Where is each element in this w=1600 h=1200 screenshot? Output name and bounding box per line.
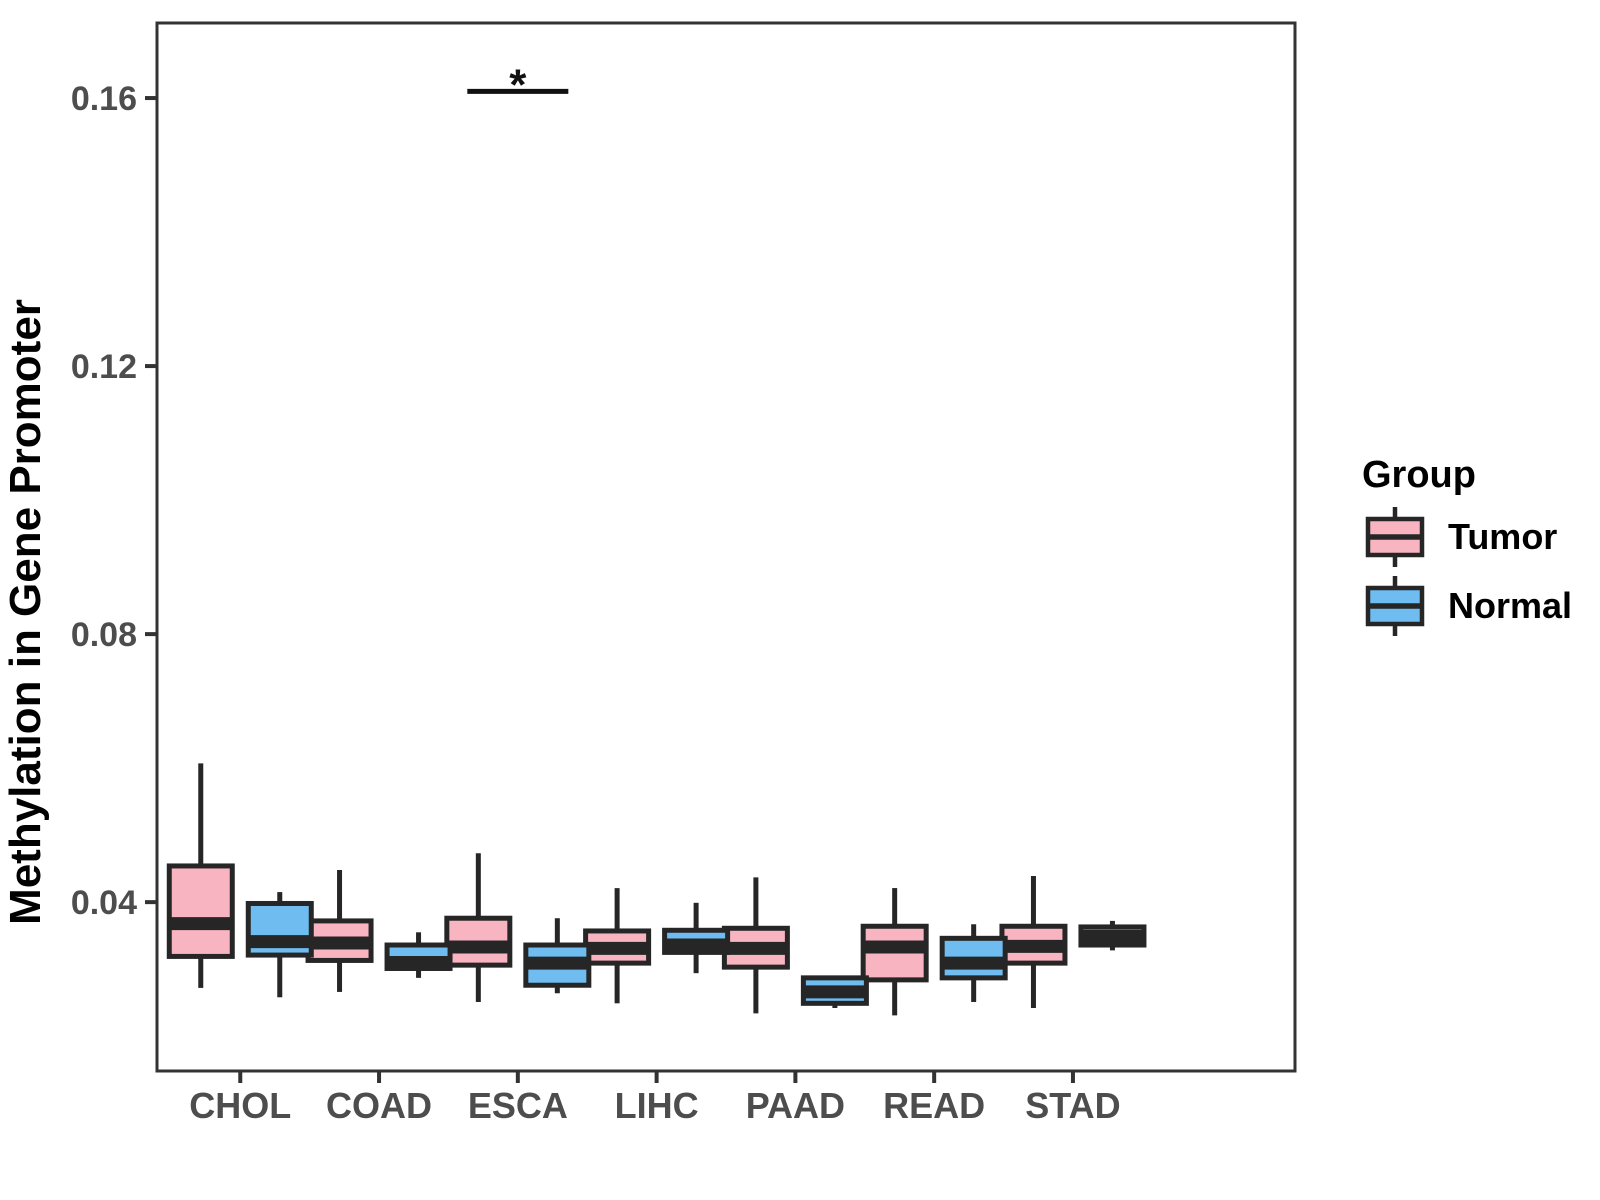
y-tick-label: 0.04 — [71, 884, 137, 922]
legend: Group Tumor Normal — [1362, 454, 1572, 636]
boxplot-stad-normal — [1078, 920, 1147, 951]
boxplot-coad-tumor — [305, 869, 374, 992]
boxplot-paad-tumor — [721, 877, 790, 1014]
legend-item-tumor: Tumor — [1365, 507, 1557, 567]
x-tick-label-stad: STAD — [1025, 1085, 1120, 1126]
boxplot-paad-normal — [800, 975, 869, 1009]
x-tick-label-chol: CHOL — [189, 1085, 291, 1126]
tumor-boxplot-glyph — [1365, 507, 1425, 567]
x-tick-label-read: READ — [883, 1085, 985, 1126]
y-tick-label: 0.12 — [71, 348, 137, 386]
x-tick-label-coad: COAD — [326, 1085, 432, 1126]
boxplot-esca-tumor — [444, 853, 513, 1002]
y-tick-label: 0.16 — [71, 80, 137, 118]
y-axis-title: Methylation in Gene Promoter — [1, 299, 50, 925]
boxplot-esca-normal — [523, 918, 592, 994]
legend-label-tumor: Tumor — [1448, 516, 1557, 557]
x-tick-label-paad: PAAD — [746, 1085, 845, 1126]
boxplot-read-normal — [939, 924, 1008, 1002]
boxplot-coad-normal — [384, 932, 453, 978]
boxplot-lihc-tumor — [583, 888, 652, 1004]
boxplot-stad-tumor — [999, 876, 1068, 1009]
x-tick-label-lihc: LIHC — [615, 1085, 699, 1126]
normal-boxplot-glyph — [1365, 576, 1425, 636]
chart-panel: 0.04 0.08 0.12 0.16 CHOL COAD ESCA LIHC PAAD READ… — [71, 21, 1297, 1126]
iqr-box — [166, 863, 235, 959]
boxplot-chol-tumor — [166, 763, 235, 988]
significance-star: * — [509, 60, 527, 109]
boxplot-read-tumor — [860, 888, 929, 1016]
boxplot-chol-normal — [245, 892, 314, 998]
boxplot-lihc-normal — [662, 902, 731, 974]
legend-label-normal: Normal — [1448, 585, 1572, 626]
legend-title: Group — [1362, 454, 1476, 496]
panel-border — [155, 21, 1297, 1073]
legend-item-normal: Normal — [1365, 576, 1572, 636]
y-tick-label: 0.08 — [71, 616, 137, 654]
x-tick-label-esca: ESCA — [468, 1085, 568, 1126]
